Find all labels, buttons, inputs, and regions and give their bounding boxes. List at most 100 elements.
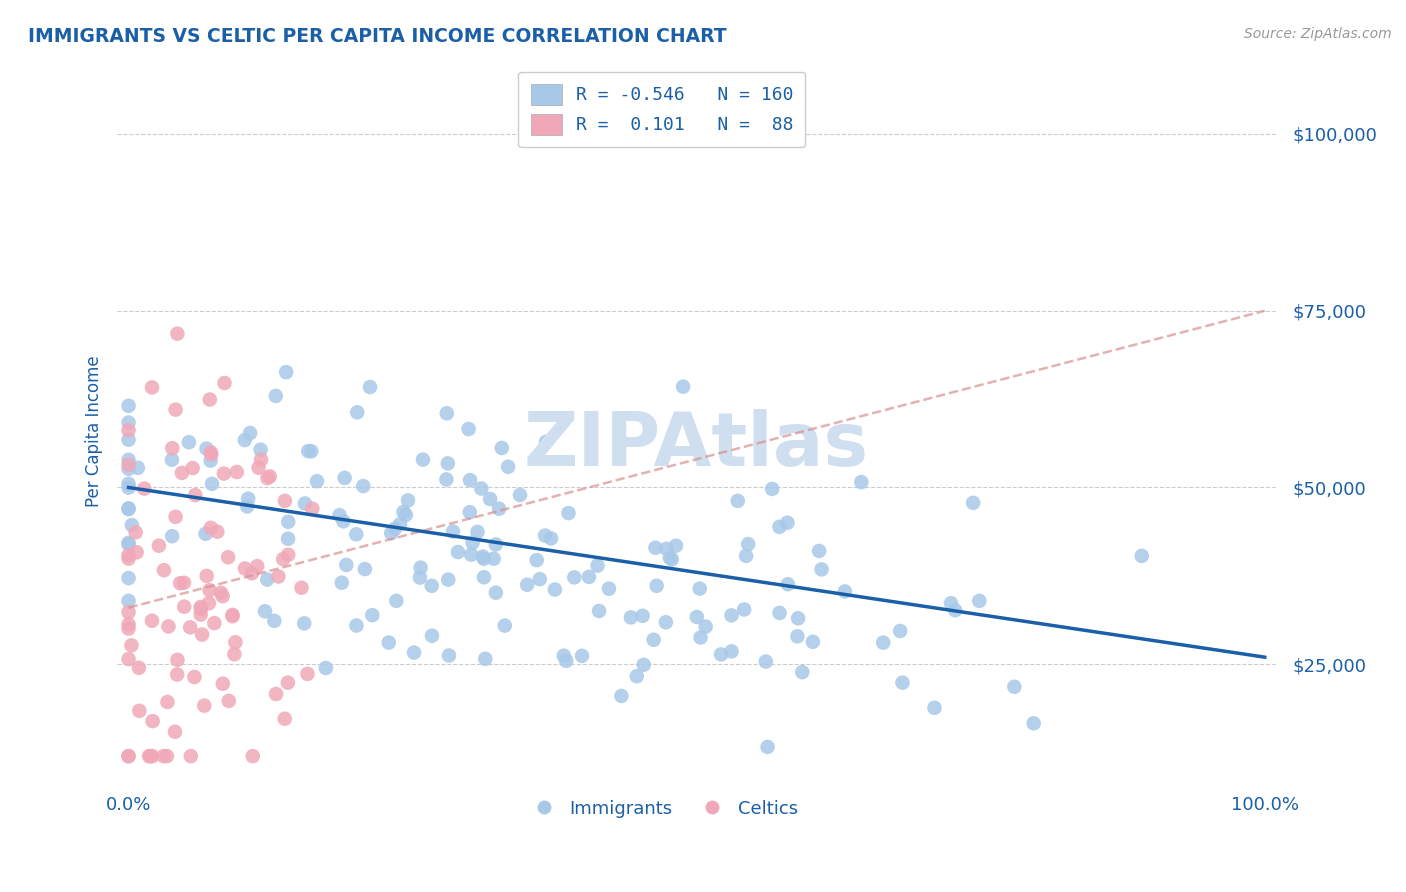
Immigrants [299, 444, 322, 458]
Immigrants [474, 652, 496, 666]
Immigrants [346, 618, 368, 632]
Immigrants [344, 527, 367, 541]
Celtics [142, 714, 165, 728]
Immigrants [494, 618, 516, 632]
Immigrants [395, 508, 418, 522]
Celtics [221, 607, 243, 622]
Celtics [193, 698, 215, 713]
Immigrants [665, 539, 688, 553]
Immigrants [332, 514, 354, 528]
Immigrants [117, 416, 139, 430]
Immigrants [768, 520, 790, 534]
Immigrants [644, 541, 666, 555]
Immigrants [689, 631, 711, 645]
Immigrants [292, 616, 315, 631]
Immigrants [409, 570, 432, 584]
Immigrants [578, 570, 600, 584]
Immigrants [553, 648, 575, 663]
Immigrants [256, 573, 278, 587]
Celtics [117, 458, 139, 472]
Immigrants [277, 515, 299, 529]
Immigrants [633, 657, 655, 672]
Immigrants [808, 544, 831, 558]
Immigrants [200, 453, 222, 467]
Immigrants [586, 558, 609, 573]
Immigrants [377, 635, 399, 649]
Celtics [165, 509, 187, 524]
Immigrants [437, 573, 460, 587]
Y-axis label: Per Capita Income: Per Capita Income [86, 355, 103, 507]
Immigrants [346, 405, 368, 419]
Immigrants [943, 603, 966, 617]
Immigrants [253, 604, 276, 618]
Celtics [141, 614, 163, 628]
Celtics [211, 676, 233, 690]
Immigrants [610, 689, 633, 703]
Immigrants [571, 648, 593, 663]
Celtics [264, 687, 287, 701]
Immigrants [195, 442, 218, 456]
Immigrants [396, 493, 419, 508]
Text: ZIPAtlas: ZIPAtlas [524, 409, 869, 482]
Immigrants [412, 452, 434, 467]
Celtics [179, 620, 201, 634]
Immigrants [710, 648, 733, 662]
Immigrants [889, 624, 911, 638]
Celtics [173, 599, 195, 614]
Immigrants [672, 379, 695, 393]
Immigrants [969, 594, 991, 608]
Immigrants [380, 526, 402, 541]
Celtics [246, 559, 269, 574]
Celtics [290, 581, 312, 595]
Immigrants [509, 488, 531, 502]
Immigrants [534, 434, 557, 449]
Immigrants [447, 545, 470, 559]
Immigrants [330, 575, 353, 590]
Immigrants [352, 479, 374, 493]
Immigrants [328, 508, 350, 522]
Immigrants [177, 435, 200, 450]
Immigrants [263, 614, 285, 628]
Celtics [117, 548, 139, 562]
Immigrants [891, 675, 914, 690]
Celtics [221, 609, 243, 624]
Celtics [212, 467, 235, 481]
Celtics [198, 596, 221, 610]
Immigrants [620, 610, 643, 624]
Celtics [297, 666, 319, 681]
Immigrants [1130, 549, 1153, 563]
Immigrants [924, 700, 946, 714]
Immigrants [555, 654, 578, 668]
Immigrants [201, 476, 224, 491]
Celtics [277, 548, 299, 562]
Immigrants [472, 570, 495, 584]
Celtics [301, 501, 323, 516]
Immigrants [117, 502, 139, 516]
Celtics [134, 482, 156, 496]
Immigrants [810, 562, 832, 576]
Celtics [214, 376, 236, 390]
Celtics [152, 749, 174, 764]
Text: Source: ZipAtlas.com: Source: ZipAtlas.com [1244, 27, 1392, 41]
Immigrants [409, 560, 432, 574]
Immigrants [277, 532, 299, 546]
Immigrants [434, 472, 457, 486]
Immigrants [872, 635, 894, 649]
Immigrants [276, 365, 298, 379]
Immigrants [160, 452, 183, 467]
Celtics [267, 569, 290, 583]
Immigrants [385, 594, 408, 608]
Celtics [117, 749, 139, 764]
Immigrants [117, 461, 139, 475]
Immigrants [686, 610, 709, 624]
Immigrants [470, 482, 492, 496]
Immigrants [516, 578, 538, 592]
Immigrants [482, 551, 505, 566]
Celtics [148, 539, 170, 553]
Celtics [117, 622, 139, 636]
Celtics [242, 749, 264, 764]
Immigrants [458, 505, 481, 519]
Immigrants [479, 491, 502, 506]
Immigrants [420, 629, 443, 643]
Celtics [117, 551, 139, 566]
